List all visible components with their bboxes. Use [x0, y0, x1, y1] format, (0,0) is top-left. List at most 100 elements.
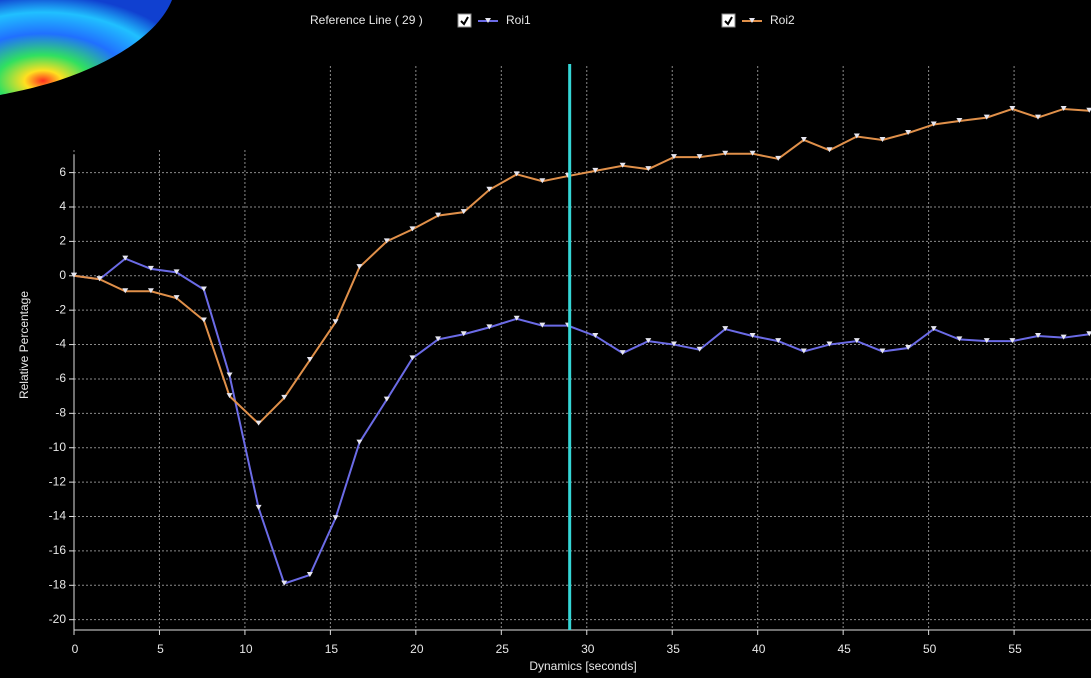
point-marker	[670, 341, 677, 347]
point-marker	[281, 580, 288, 586]
point-marker	[96, 276, 103, 282]
point-marker	[539, 322, 546, 328]
point-marker	[749, 332, 756, 338]
x-axis-label: Dynamics [seconds]	[529, 659, 636, 673]
point-marker	[122, 288, 129, 294]
legend-label[interactable]: Roi1	[506, 13, 531, 27]
x-tick-label: 45	[837, 642, 851, 656]
point-marker	[147, 265, 154, 271]
checkbox-check	[460, 16, 469, 26]
point-marker	[147, 288, 154, 294]
point-marker	[592, 167, 599, 173]
point-marker	[645, 338, 652, 344]
point-marker	[722, 326, 729, 332]
x-tick-label: 10	[239, 642, 253, 656]
x-tick-label: 15	[325, 642, 339, 656]
grid-layer	[73, 66, 1091, 630]
y-tick-label: 4	[59, 199, 66, 213]
y-tick-label: -14	[49, 509, 67, 523]
point-marker	[486, 324, 493, 330]
y-tick-label: -18	[49, 577, 67, 591]
y-tick-label: -20	[49, 612, 67, 626]
point-marker	[670, 154, 677, 160]
point-marker	[800, 136, 807, 142]
point-marker	[383, 238, 390, 244]
y-tick-label: -10	[49, 440, 67, 454]
point-marker	[332, 319, 339, 325]
point-marker	[879, 136, 886, 142]
point-marker	[409, 355, 416, 361]
y-tick-label: -8	[55, 406, 66, 420]
point-marker	[826, 341, 833, 347]
point-marker	[879, 348, 886, 354]
x-tick-label: 20	[410, 642, 424, 656]
point-marker	[696, 154, 703, 160]
point-marker	[1086, 107, 1091, 113]
point-marker	[775, 338, 782, 344]
x-tick-label: 25	[496, 642, 510, 656]
y-tick-label: 6	[59, 165, 66, 179]
x-tick-label: 55	[1008, 642, 1022, 656]
point-marker	[281, 394, 288, 400]
point-marker	[592, 332, 599, 338]
legend-label[interactable]: Roi2	[770, 13, 795, 27]
checkbox-check	[724, 16, 733, 26]
point-marker	[1086, 331, 1091, 337]
point-marker	[905, 345, 912, 350]
x-tick-label: 0	[72, 642, 79, 656]
point-marker	[1035, 332, 1042, 338]
point-marker	[645, 166, 652, 172]
point-marker	[409, 226, 416, 232]
point-marker	[200, 286, 207, 292]
point-marker	[71, 272, 77, 278]
point-marker	[1009, 105, 1016, 111]
point-marker	[956, 118, 963, 124]
point-marker	[460, 331, 467, 337]
y-axis-label: Relative Percentage	[17, 291, 31, 399]
point-marker	[356, 439, 363, 445]
point-marker	[122, 255, 129, 261]
point-marker	[983, 114, 990, 120]
point-marker	[930, 121, 937, 127]
point-marker	[255, 504, 262, 510]
legend-marker	[749, 18, 755, 23]
point-marker	[306, 357, 313, 363]
reference-label: Reference Line ( 29 )	[310, 13, 423, 27]
heatmap-image	[0, 0, 172, 95]
y-tick-label: 2	[59, 234, 66, 248]
x-tick-label: 40	[752, 642, 766, 656]
point-marker	[255, 420, 262, 426]
series-line	[73, 107, 1090, 426]
legend-marker	[485, 18, 491, 23]
y-tick-label: -6	[55, 371, 66, 385]
point-marker	[435, 212, 442, 218]
point-marker	[853, 338, 860, 344]
point-marker	[619, 350, 626, 356]
point-marker	[173, 269, 180, 275]
point-marker	[435, 336, 442, 342]
point-marker	[226, 372, 233, 378]
point-marker	[826, 147, 833, 153]
point-marker	[356, 264, 363, 270]
y-tick-label: -2	[55, 302, 66, 316]
point-marker	[1060, 105, 1067, 111]
point-marker	[696, 346, 703, 352]
series-line	[73, 257, 1090, 585]
point-marker	[486, 186, 493, 192]
point-marker	[983, 338, 990, 344]
point-marker	[1009, 338, 1016, 344]
point-marker	[1035, 114, 1042, 120]
point-marker	[1060, 334, 1067, 340]
point-marker	[383, 396, 390, 402]
point-marker	[226, 393, 233, 399]
point-marker	[800, 348, 807, 354]
y-tick-label: -4	[55, 337, 66, 351]
point-marker	[513, 171, 520, 177]
x-tick-label: 30	[581, 642, 595, 656]
x-tick-label: 35	[667, 642, 681, 656]
point-marker	[905, 130, 912, 136]
point-marker	[460, 209, 467, 215]
